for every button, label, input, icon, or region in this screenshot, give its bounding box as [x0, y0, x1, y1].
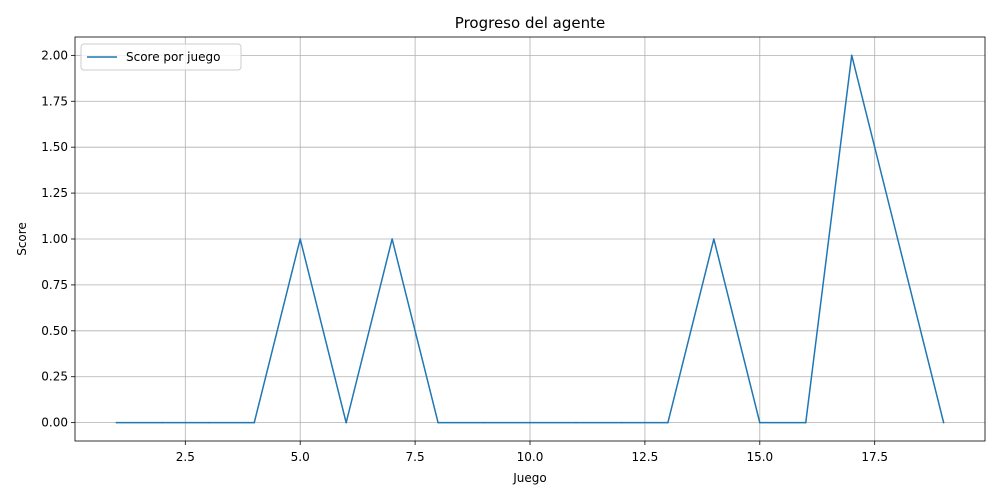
- data-point: [483, 421, 485, 424]
- data-point: [115, 421, 118, 424]
- grid: [75, 37, 985, 441]
- x-tick-label: 2.5: [176, 450, 195, 464]
- data-point: [529, 421, 531, 424]
- x-tick-label: 5.0: [291, 450, 310, 464]
- chart-title: Progreso del agente: [455, 14, 605, 32]
- data-point: [850, 54, 853, 57]
- data-point: [942, 421, 945, 424]
- x-ticks: 2.5 5.0 7.5 10.0 12.5 15.0 17.5: [176, 441, 888, 464]
- data-point: [207, 421, 210, 424]
- y-tick-label: 1.25: [41, 186, 68, 200]
- x-tick-label: 15.0: [746, 450, 773, 464]
- data-point: [896, 238, 899, 240]
- data-point: [667, 421, 669, 424]
- data-point: [345, 421, 347, 424]
- data-point: [713, 238, 715, 240]
- data-point: [437, 421, 439, 424]
- y-tick-label: 0.00: [41, 416, 68, 430]
- legend-box: [80, 43, 242, 71]
- x-axis-label: Juego: [512, 471, 547, 485]
- y-tick-label: 0.75: [41, 278, 68, 292]
- legend: Score por juego: [80, 43, 242, 71]
- y-tick-label: 1.00: [41, 232, 68, 246]
- y-axis-label: Score: [15, 222, 29, 256]
- x-tick-label: 7.5: [406, 450, 425, 464]
- y-tick-label: 1.75: [41, 94, 68, 108]
- y-tick-label: 0.25: [41, 370, 68, 384]
- y-ticks: 0.00 0.25 0.50 0.75 1.00 1.25 1.50 1.75 2.00: [41, 48, 75, 430]
- data-point: [804, 421, 807, 424]
- data-point: [621, 421, 623, 424]
- data-point: [391, 238, 393, 240]
- y-tick-label: 2.00: [41, 48, 68, 62]
- data-point: [575, 421, 577, 424]
- data-point: [161, 421, 164, 424]
- series-layer: [115, 54, 945, 424]
- y-tick-label: 1.50: [41, 140, 68, 154]
- data-point: [299, 238, 302, 240]
- legend-label: Score por juego: [126, 50, 220, 64]
- x-tick-label: 17.5: [861, 450, 888, 464]
- y-tick-label: 0.50: [41, 324, 68, 338]
- data-point: [253, 421, 256, 424]
- x-tick-label: 12.5: [632, 450, 659, 464]
- data-point: [758, 421, 761, 424]
- x-tick-label: 10.0: [517, 450, 544, 464]
